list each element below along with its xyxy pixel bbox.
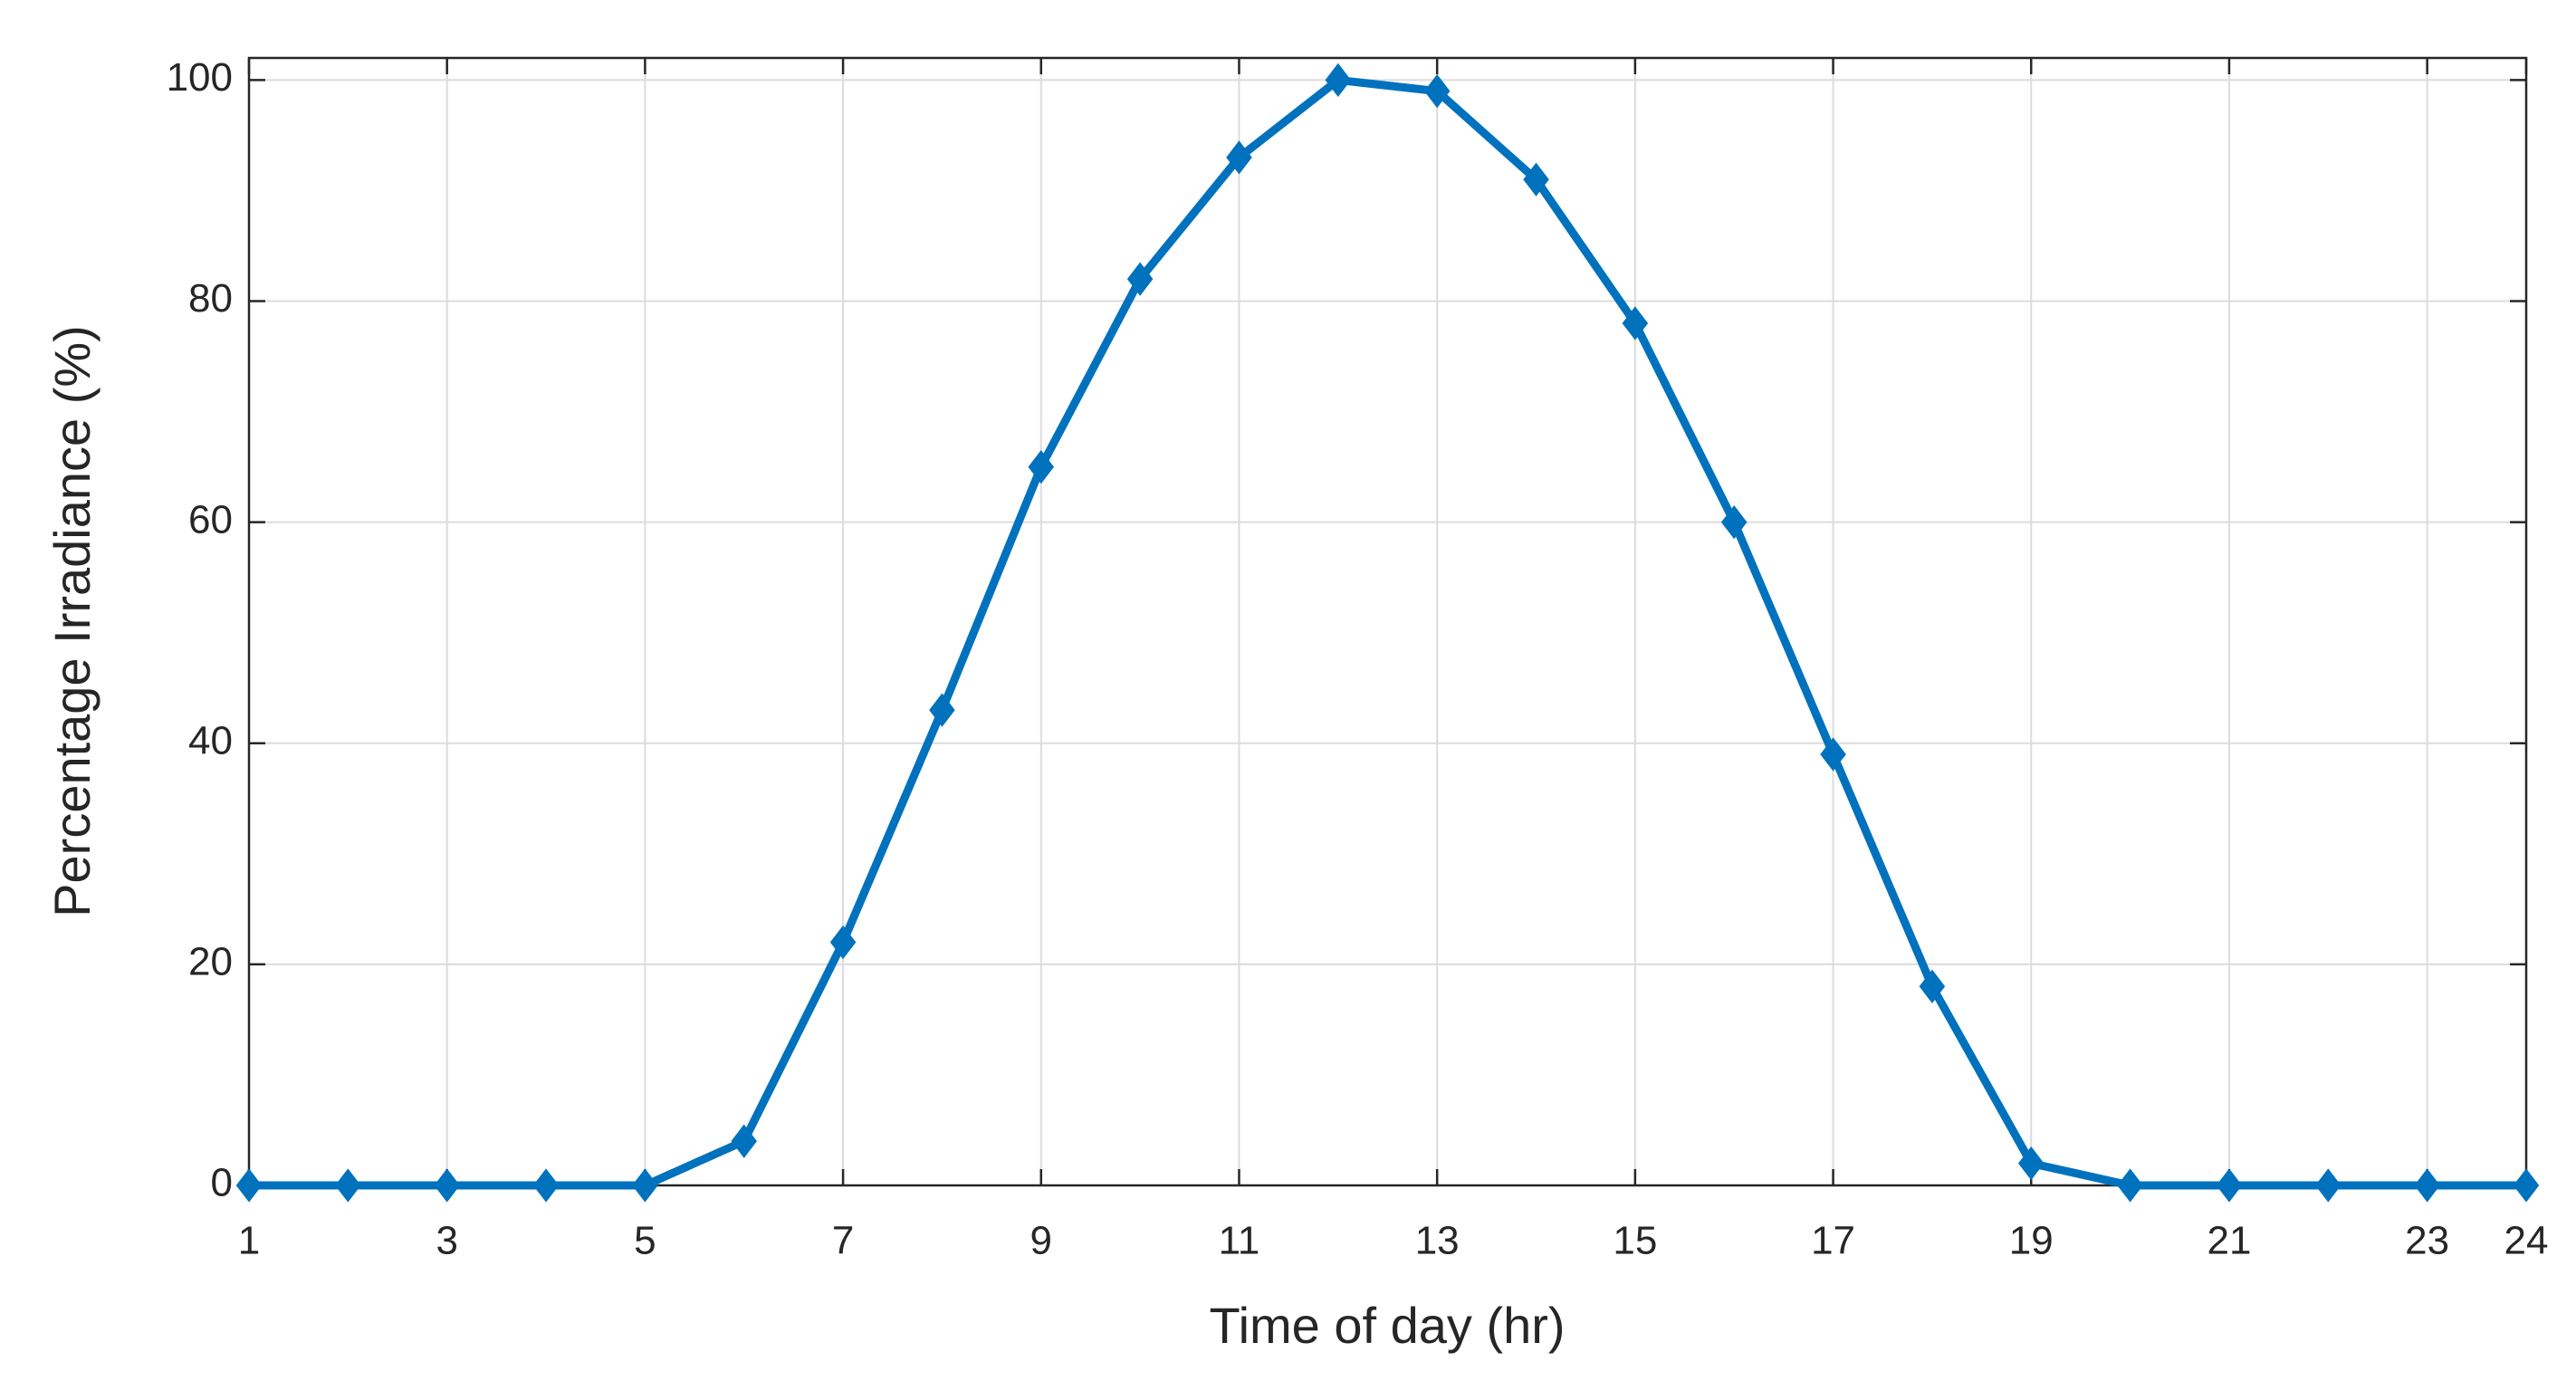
data-marker	[1919, 969, 1946, 1003]
y-tick-label: 100	[167, 55, 233, 100]
data-marker	[1325, 62, 1352, 98]
x-tick-label: 5	[634, 1219, 656, 1263]
y-axis-label: Percentage Irradiance (%)	[43, 325, 101, 917]
plot-area	[249, 58, 2526, 1185]
data-marker	[1423, 73, 1451, 109]
y-tick-label: 60	[188, 497, 233, 542]
x-tick-label: 15	[1613, 1219, 1657, 1263]
x-tick-label: 19	[2009, 1219, 2054, 1263]
data-marker	[1622, 306, 1649, 340]
y-tick-label: 80	[188, 276, 233, 321]
data-marker	[2216, 1168, 2243, 1203]
data-marker	[829, 925, 857, 960]
x-tick-label: 13	[1415, 1219, 1460, 1263]
data-marker	[434, 1168, 460, 1203]
data-marker	[2018, 1146, 2045, 1181]
x-tick-label: 21	[2207, 1219, 2251, 1263]
data-marker	[632, 1168, 658, 1203]
data-marker	[235, 1168, 263, 1203]
data-marker	[1523, 162, 1549, 197]
axes-box	[247, 56, 2528, 1187]
y-tick-label: 40	[188, 718, 233, 762]
data-line	[249, 75, 2526, 1190]
data-marker	[1028, 449, 1055, 484]
data-marker	[1226, 140, 1252, 175]
data-marker	[2513, 1168, 2540, 1203]
x-tick-label: 3	[436, 1219, 457, 1263]
data-marker	[1126, 262, 1154, 296]
x-tick-label: 23	[2405, 1219, 2449, 1263]
x-tick-label: 1	[238, 1219, 260, 1263]
data-marker	[731, 1124, 757, 1158]
x-tick-label: 24	[2504, 1219, 2549, 1263]
x-tick-label: 9	[1030, 1219, 1052, 1263]
x-axis-label: Time of day (hr)	[1209, 1297, 1565, 1354]
data-marker	[1820, 737, 1846, 772]
x-tick-label: 17	[1811, 1219, 1855, 1263]
data-marker	[2414, 1168, 2440, 1203]
data-marker	[532, 1168, 560, 1203]
data-marker	[929, 693, 955, 727]
y-tick-label: 20	[188, 940, 233, 984]
x-tick-label: 7	[832, 1219, 854, 1263]
data-marker	[2315, 1168, 2341, 1203]
y-tick-label: 0	[211, 1161, 233, 1205]
data-marker	[1720, 505, 1748, 540]
x-tick-label: 11	[1219, 1219, 1260, 1263]
data-marker	[335, 1168, 361, 1203]
data-marker	[2117, 1168, 2143, 1203]
